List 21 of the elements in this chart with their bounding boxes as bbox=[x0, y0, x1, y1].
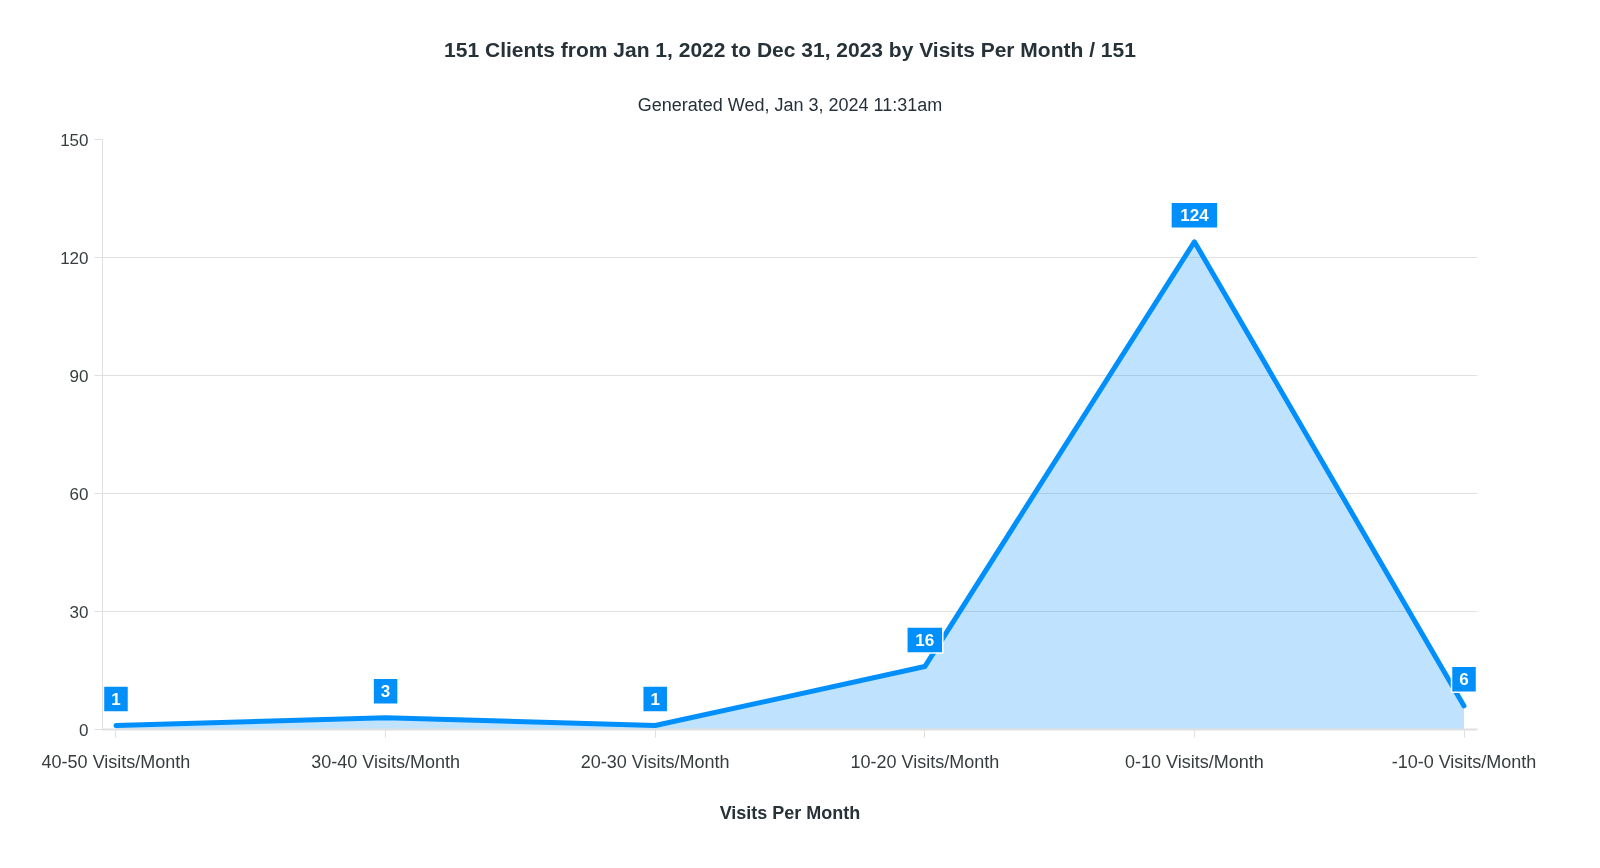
x-tick-label: 10-20 Visits/Month bbox=[850, 751, 1000, 772]
data-label: 124 bbox=[1180, 206, 1210, 226]
chart-subtitle: Generated Wed, Jan 3, 2024 11:31am bbox=[637, 94, 943, 115]
y-tick-label: 120 bbox=[60, 248, 89, 268]
x-tick-label: 0-10 Visits/Month bbox=[1125, 751, 1264, 772]
y-tick-label: 0 bbox=[79, 720, 89, 740]
x-tick-label: 30-40 Visits/Month bbox=[311, 751, 460, 772]
data-label: 6 bbox=[1459, 670, 1469, 690]
y-tick-label: 90 bbox=[69, 366, 89, 386]
data-label: 1 bbox=[650, 690, 660, 710]
x-tick-label: 20-30 Visits/Month bbox=[580, 751, 730, 772]
data-label: 3 bbox=[380, 682, 391, 702]
y-tick-label: 30 bbox=[69, 602, 89, 622]
x-axis-title: Visits Per Month bbox=[719, 802, 861, 823]
x-tick-label: -10-0 Visits/Month bbox=[1391, 751, 1537, 772]
data-label: 16 bbox=[915, 631, 935, 651]
data-label: 1 bbox=[111, 690, 121, 710]
y-tick-label: 150 bbox=[60, 130, 89, 150]
chart-title: 151 Clients from Jan 1, 2022 to Dec 31, 2023 by Visits Per Month / 151 bbox=[444, 37, 1137, 61]
y-tick-label: 60 bbox=[69, 484, 89, 504]
x-tick-label: 40-50 Visits/Month bbox=[41, 751, 191, 772]
